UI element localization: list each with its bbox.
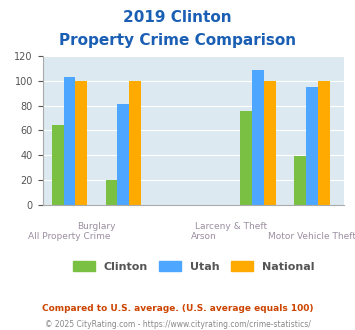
Text: Larceny & Theft: Larceny & Theft (195, 222, 267, 231)
Bar (264, 81, 276, 205)
Bar (64, 77, 76, 205)
Text: Compared to U.S. average. (U.S. average equals 100): Compared to U.S. average. (U.S. average … (42, 304, 313, 313)
Text: All Property Crime: All Property Crime (28, 232, 111, 241)
Bar (118, 104, 129, 205)
Legend: Clinton, Utah, National: Clinton, Utah, National (68, 257, 319, 276)
Bar (294, 156, 306, 205)
Bar (106, 180, 118, 205)
Text: Burglary: Burglary (77, 222, 116, 231)
Text: 2019 Clinton: 2019 Clinton (123, 10, 232, 25)
Bar (129, 81, 141, 205)
Text: Motor Vehicle Theft: Motor Vehicle Theft (268, 232, 355, 241)
Bar (240, 111, 252, 205)
Bar (306, 87, 318, 205)
Text: © 2025 CityRating.com - https://www.cityrating.com/crime-statistics/: © 2025 CityRating.com - https://www.city… (45, 320, 310, 329)
Bar (252, 70, 264, 205)
Bar (318, 81, 330, 205)
Bar (76, 81, 87, 205)
Text: Arson: Arson (191, 232, 217, 241)
Text: Property Crime Comparison: Property Crime Comparison (59, 33, 296, 48)
Bar (52, 125, 64, 205)
